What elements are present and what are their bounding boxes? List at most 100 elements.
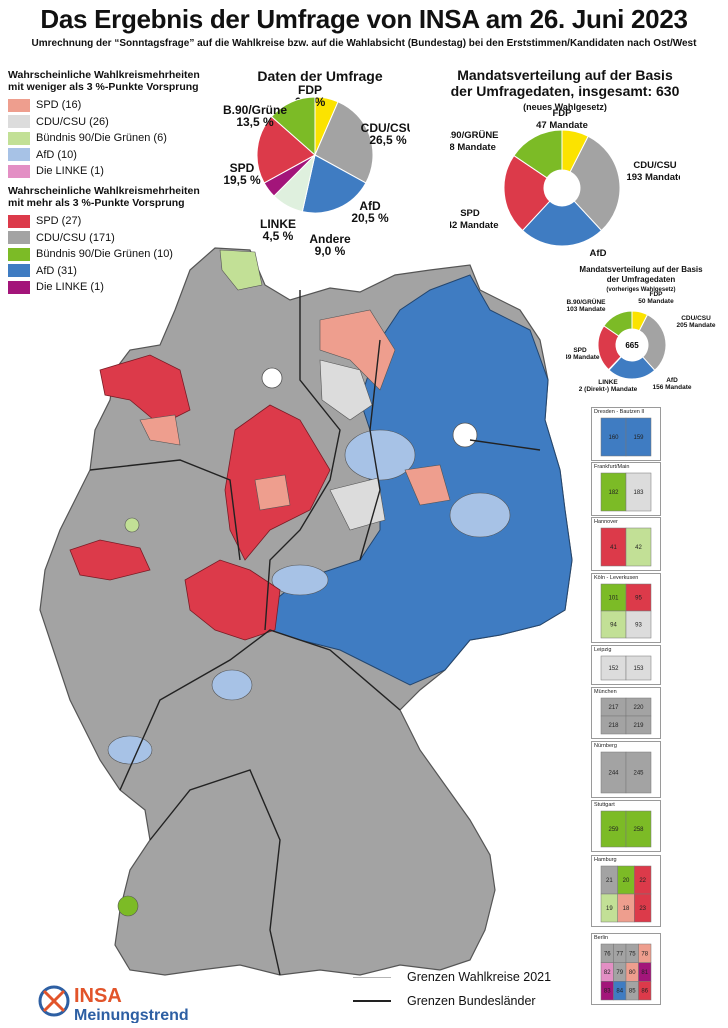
legend-swatch (8, 164, 30, 178)
pie-label-afd: AfD 156 Mandate (652, 377, 691, 391)
legend-swatch (8, 148, 30, 162)
pie-slice-cdu-csu (569, 135, 621, 232)
inset-district-number: 77 (616, 951, 623, 957)
inset-district-number: 75 (629, 951, 636, 957)
seats-new-title: Mandatsverteilung auf der Basis der Umfr… (450, 67, 680, 112)
seats-old-total: 665 (625, 341, 639, 350)
legend-under-3-item: AfD (10) (8, 147, 200, 164)
legend-under-3-items: SPD (16) CDU/CSU (26) Bündnis 90/Die Grüne… (8, 97, 200, 180)
inset-m-nchen: München 217 220 218 219 (591, 687, 661, 739)
inset-title: Köln - Leverkusen (594, 575, 639, 581)
insa-logo: INSA Meinungstrend (38, 985, 218, 1028)
page-subtitle: Umrechnung der “Sonntagsfrage” auf die W… (31, 38, 697, 49)
inset-district-number: 160 (608, 435, 619, 441)
inset-k-ln-leverkusen: Köln - Leverkusen 101 95 94 93 (591, 573, 661, 643)
pie-label-afd: AfD 20,5 % (351, 199, 389, 225)
inset-district-number: 18 (623, 906, 630, 912)
inset-district (638, 981, 652, 1001)
pie-label-b-90-gr-ne: B.90/GRÜNE 103 Mandate (566, 297, 606, 313)
state-border-line (353, 1000, 391, 1002)
legend-swatch (8, 115, 30, 129)
inset-district-number: 219 (633, 723, 644, 729)
legend-swatch (8, 131, 30, 145)
pie-slice-b-90-gr-ne (513, 129, 563, 179)
green-region-south (117, 895, 139, 917)
pie-label-spd: SPD142 Mandate (450, 208, 499, 231)
legend-label: AfD (31) (36, 264, 77, 277)
inset-district-number: 84 (616, 989, 623, 995)
green-region-west (124, 517, 140, 533)
inset-district-number: 95 (635, 596, 642, 602)
pie-label-andere: Andere 9,0 % (309, 232, 351, 258)
inset-district (625, 751, 652, 794)
inset-title: München (594, 689, 617, 695)
inset-district-number: 85 (629, 989, 636, 995)
legend-label: Die LINKE (1) (36, 281, 104, 294)
pie-label-b-90-gr-ne: B.90/Grüne 13,5 % (223, 103, 287, 129)
legend-swatch (8, 98, 30, 112)
legend-over-3-item: CDU/CSU (171) (8, 230, 200, 247)
afd-light-region-3 (271, 564, 329, 596)
pie-slice-b-90-gr-ne (603, 310, 633, 337)
pie-slice-afd (301, 154, 367, 214)
legend-over-3-item: AfD (31) (8, 263, 200, 280)
inset-district (625, 472, 652, 512)
inset-district-number: 245 (633, 771, 644, 777)
cdu-light-region-ne (319, 359, 373, 421)
afd-light-region-2 (449, 492, 511, 538)
inset-district (625, 417, 652, 457)
inset-district-number: 76 (604, 951, 611, 957)
legend-label: Die LINKE (1) (36, 165, 104, 178)
state-borders (89, 290, 541, 976)
pie-label-cdu-csu: CDU/CSU 26,5 % (361, 121, 410, 147)
inset-district-number: 183 (633, 490, 644, 496)
pie-slice-b-90-gr-ne (270, 96, 316, 157)
pie-label-spd: SPD 19,5 % (223, 161, 261, 187)
inset-district-number: 258 (633, 827, 644, 833)
inset-berlin: Berlin 76 77 75 78 82 79 80 81 83 84 85 86 (591, 933, 661, 1005)
inset-district (625, 610, 652, 639)
legend-label: SPD (16) (36, 99, 82, 112)
legend-label: CDU/CSU (26) (36, 115, 109, 128)
page-title: Das Ergebnis der Umfrage von INSA am 26.… (40, 4, 688, 34)
survey-pie-title: Daten der Umfrage (257, 68, 383, 84)
legend-over-3-item: Bündnis 90/Die Grünen (10) (8, 246, 200, 263)
inset-district-number: 93 (635, 623, 642, 629)
legend-swatch (8, 247, 30, 261)
pie-label-linke: LINKE 4,5 % (260, 217, 296, 243)
inset-district-number: 94 (610, 623, 617, 629)
inset-district (600, 527, 627, 567)
legend-label: SPD (27) (36, 215, 82, 228)
legend-swatch (8, 231, 30, 245)
inset-district-number: 23 (639, 906, 646, 912)
inset-frankfurt-main: Frankfurt/Main 182 183 (591, 462, 661, 516)
legend-swatch (8, 264, 30, 278)
inset-title: Hannover (594, 519, 618, 525)
inset-title: Hamburg (594, 857, 617, 863)
inset-title: Frankfurt/Main (594, 464, 630, 470)
pie-label-afd: AfD150 Mandate (569, 248, 626, 258)
pie-label-spd: SPD149 Mandate (566, 347, 600, 361)
inset-district-number: 218 (608, 723, 619, 729)
inset-district-number: 21 (606, 878, 613, 884)
logo-brand: INSA (74, 985, 122, 1007)
green-light-region-north (219, 249, 263, 291)
map-legend-wahlkreise: Grenzen Wahlkreise 2021 (353, 970, 551, 984)
inset-district-number: 82 (604, 970, 611, 976)
inset-district-number: 83 (604, 989, 611, 995)
legend-label: CDU/CSU (171) (36, 231, 115, 244)
legend-over-3: Wahrscheinliche Wahlkreismehrheiten mit … (8, 185, 200, 296)
inset-leipzig: Leipzig 152 153 (591, 645, 661, 685)
legend-under-3: Wahrscheinliche Wahlkreismehrheiten mit … (8, 69, 200, 180)
legend-over-3-item: SPD (27) (8, 213, 200, 230)
inset-district-number: 79 (616, 970, 623, 976)
inset-district-number: 182 (608, 490, 619, 496)
inset-district-number: 80 (629, 970, 636, 976)
inset-hannover: Hannover 41 42 (591, 517, 661, 571)
inset-district (600, 417, 627, 457)
pie-label-fdp: FDP 47 Mandate (536, 108, 588, 131)
inset-district (625, 810, 652, 848)
spd-region-hessen (184, 559, 281, 641)
